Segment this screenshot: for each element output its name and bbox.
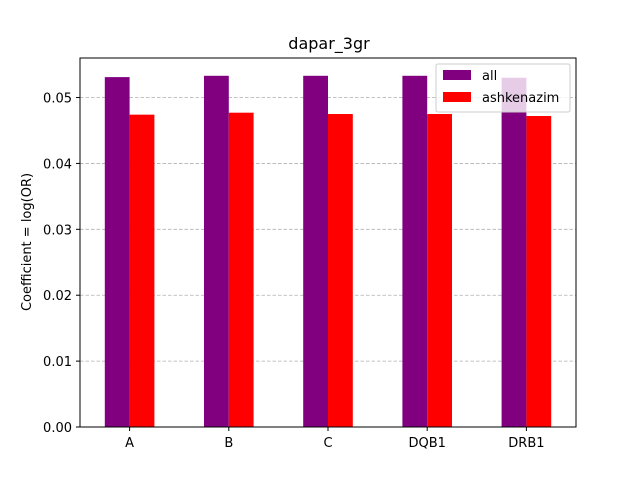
bar-all-DQB1 — [402, 75, 428, 427]
legend-swatch-ashkenazim — [443, 92, 471, 102]
bar-ashkenazim-B — [228, 112, 254, 427]
bar-all-C — [303, 75, 328, 427]
x-tick-label: DQB1 — [408, 436, 445, 451]
y-tick-label: 0.00 — [43, 421, 72, 436]
bar-all-DRB1 — [501, 77, 527, 428]
legend-label-ashkenazim: ashkenazim — [482, 91, 559, 106]
bar-all-A — [104, 77, 130, 428]
x-tick-label: DRB1 — [508, 436, 544, 451]
y-tick-label: 0.01 — [43, 355, 72, 370]
y-tick-label: 0.03 — [43, 223, 72, 238]
x-axis-ticks: A B C DQB1 DRB1 — [125, 427, 545, 451]
legend: all ashkenazim — [435, 63, 571, 113]
bar-ashkenazim-DRB1 — [526, 115, 552, 427]
x-tick-label: C — [323, 436, 332, 451]
bar-ashkenazim-A — [129, 114, 155, 428]
y-tick-label: 0.05 — [43, 92, 72, 107]
bar-ashkenazim-DQB1 — [427, 114, 452, 428]
chart-title: dapar_3gr — [288, 34, 370, 54]
legend-label-all: all — [482, 69, 497, 84]
bars — [104, 75, 552, 428]
x-tick-label: B — [224, 436, 233, 451]
bar-ashkenazim-C — [328, 114, 353, 428]
y-axis-title: Coefficient = log(OR) — [20, 173, 35, 311]
bar-all-B — [204, 75, 229, 427]
x-tick-label: A — [125, 436, 134, 451]
y-tick-label: 0.02 — [43, 289, 72, 304]
y-tick-label: 0.04 — [43, 157, 72, 172]
y-axis-ticks: 0.00 0.01 0.02 0.03 0.04 0.05 — [43, 92, 80, 436]
legend-swatch-all — [443, 70, 471, 80]
